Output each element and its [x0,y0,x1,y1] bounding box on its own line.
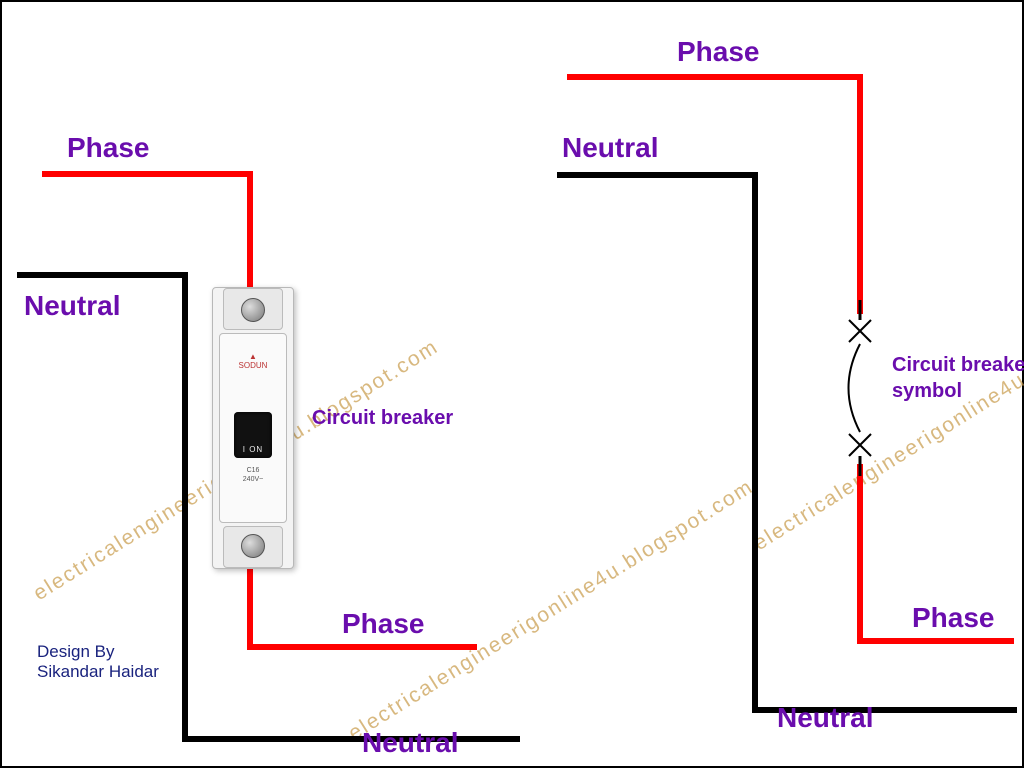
left-neutral-out-label: Neutral [362,727,458,759]
right-phase-in-v [857,74,863,314]
design-by-1: Design By [37,642,114,662]
right-symbol-label: Circuit breaker symbol [892,352,1024,404]
right-neutral-in-label: Neutral [562,132,658,164]
design-by-2: Sikandar Haidar [37,662,159,682]
left-neutral-in-label: Neutral [24,290,120,322]
left-neutral-in-h [17,272,188,278]
circuit-breaker-symbol [835,300,885,476]
right-phase-out-label: Phase [912,602,995,634]
left-breaker-label: Circuit breaker [312,407,453,430]
left-phase-in-label: Phase [67,132,150,164]
left-phase-out-label: Phase [342,608,425,640]
left-neutral-out-h [182,736,520,742]
left-phase-out-h [247,644,477,650]
right-neutral-in-v [752,172,758,713]
right-neutral-in-h [557,172,758,178]
left-phase-in-v [247,171,253,299]
right-phase-in-label: Phase [677,36,760,68]
left-phase-out-v [247,558,253,650]
watermark-3: electricalengineerigonline4u.blogspot.co… [749,285,1024,556]
right-neutral-out-label: Neutral [777,702,873,734]
left-neutral-in-v [182,272,188,742]
diagram-canvas: electricalengineerigonline4u.blogspot.co… [0,0,1024,768]
circuit-breaker-device: ▲SODUN C16240V~ [212,287,294,569]
right-phase-out-v [857,464,863,644]
right-phase-out-h [857,638,1014,644]
left-phase-in-h [42,171,253,177]
right-phase-in-h [567,74,863,80]
